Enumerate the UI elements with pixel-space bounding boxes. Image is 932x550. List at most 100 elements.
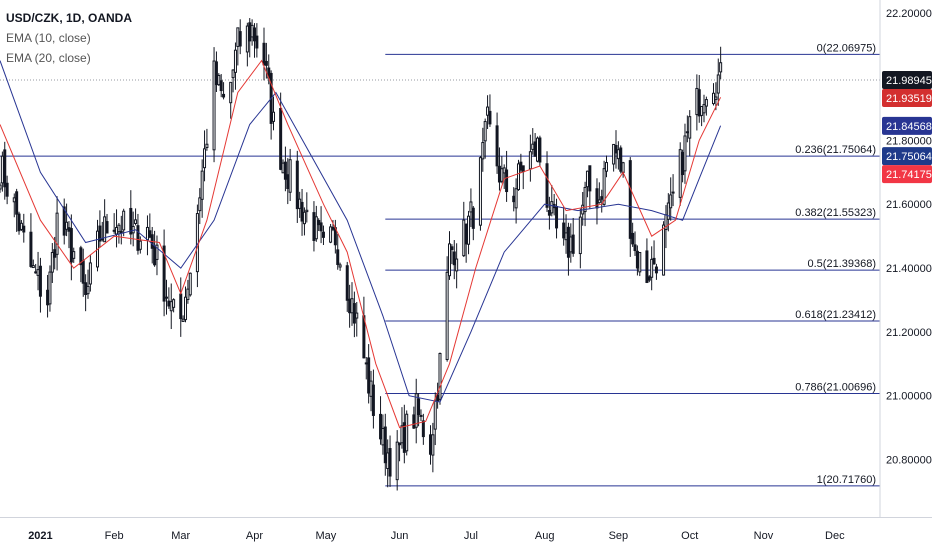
candle-body <box>138 240 142 250</box>
candle-body <box>15 191 19 215</box>
candle-body <box>569 236 573 253</box>
candle-body <box>0 184 2 190</box>
candle-body <box>683 135 687 172</box>
candle-body <box>46 289 50 306</box>
candle-body <box>402 422 406 453</box>
candle-body <box>212 60 216 151</box>
candle-body <box>145 226 149 241</box>
candle-body <box>638 252 642 273</box>
candle-body <box>200 170 204 200</box>
candle-body <box>31 265 35 269</box>
candle-body <box>628 160 632 239</box>
candle-body <box>512 195 516 203</box>
candle-body <box>688 116 692 139</box>
candle-body <box>355 312 359 319</box>
candle-body <box>488 110 492 125</box>
fib-level-label: 0.618(21.23412) <box>795 309 876 321</box>
candle-body <box>371 384 375 416</box>
candle-body <box>50 252 54 273</box>
ema10-label[interactable]: EMA (10, close) <box>6 31 91 45</box>
fib-level-label: 1(20.71760) <box>817 474 876 486</box>
candle-body <box>614 145 618 154</box>
candle-body <box>184 296 188 321</box>
fib-retracement[interactable]: 0(22.06975) 0.236(21.75064) 0.382(21.55323… <box>0 42 880 487</box>
candle-body <box>162 245 166 302</box>
candle-body <box>48 271 52 305</box>
price-badge <box>882 147 932 166</box>
price-badge <box>882 116 932 135</box>
candle-body <box>412 414 416 429</box>
candle-body <box>502 167 506 174</box>
candle-body <box>131 225 135 234</box>
candle-body <box>685 131 689 134</box>
x-tick-label: Apr <box>246 530 263 542</box>
candle-body <box>84 282 88 295</box>
candle-body <box>19 222 23 230</box>
candle-body <box>331 226 335 230</box>
candle-body <box>222 93 226 98</box>
candle-body <box>481 142 485 160</box>
candle-body <box>379 413 383 440</box>
candle-body <box>364 362 368 365</box>
price-badge-label: 21.93519 <box>886 93 932 105</box>
candle-body <box>645 250 649 283</box>
candle-body <box>12 197 16 203</box>
candle-body <box>272 111 276 122</box>
candle-body <box>604 162 608 172</box>
candle-body <box>288 159 292 193</box>
y-tick-label: 21.80000 <box>886 135 932 147</box>
candle-body <box>115 226 119 235</box>
candle-body <box>695 87 699 116</box>
candle-body <box>647 276 651 281</box>
x-tick-label: Oct <box>681 530 698 542</box>
y-tick-label: 21.20000 <box>886 327 932 339</box>
candle-body <box>562 222 566 239</box>
candle-body <box>495 125 499 167</box>
candle-body <box>217 74 221 86</box>
candle-body <box>712 92 716 105</box>
candle-body <box>716 74 720 94</box>
candle-body <box>348 298 352 314</box>
candle-body <box>669 194 673 209</box>
candle-body <box>519 161 523 171</box>
symbol-label[interactable]: USD/CZK, 1D, OANDA <box>6 11 133 25</box>
candle-body <box>305 209 309 213</box>
candle-body <box>0 155 4 184</box>
candle-body <box>86 285 90 295</box>
candle-body <box>164 296 168 299</box>
candle-body <box>105 221 109 234</box>
ema20-label[interactable]: EMA (20, close) <box>6 51 91 65</box>
candle-body <box>471 207 475 229</box>
x-tick-label: Dec <box>825 530 845 542</box>
price-badges: 21.98945 21.93519 21.84568 21.75064 21.74175 <box>882 70 932 184</box>
candle-body <box>719 62 723 73</box>
candle-body <box>428 434 432 455</box>
candle-body <box>250 24 254 38</box>
candle-body <box>300 201 304 222</box>
candle-body <box>654 266 658 274</box>
candle-body <box>383 426 387 464</box>
candle-body <box>547 210 551 216</box>
candle-body <box>588 165 592 192</box>
candle-body <box>462 219 466 257</box>
candle-body <box>497 165 501 183</box>
candle-body <box>179 293 183 320</box>
candle-body <box>286 174 290 189</box>
candle-body <box>236 27 240 47</box>
candle-body <box>67 227 71 232</box>
candle-body <box>134 219 138 224</box>
candles <box>0 18 723 491</box>
candle-body <box>295 160 299 210</box>
ema20-line <box>0 60 722 403</box>
candle-body <box>619 147 623 172</box>
candle-body <box>555 205 559 229</box>
candle-body <box>122 210 126 231</box>
candle-body <box>414 393 418 428</box>
candle-body <box>531 143 535 150</box>
candle-body <box>445 271 449 361</box>
candle-body <box>72 251 76 259</box>
ema-lines <box>0 59 722 429</box>
candle-body <box>650 258 654 278</box>
candle-body <box>564 232 568 241</box>
